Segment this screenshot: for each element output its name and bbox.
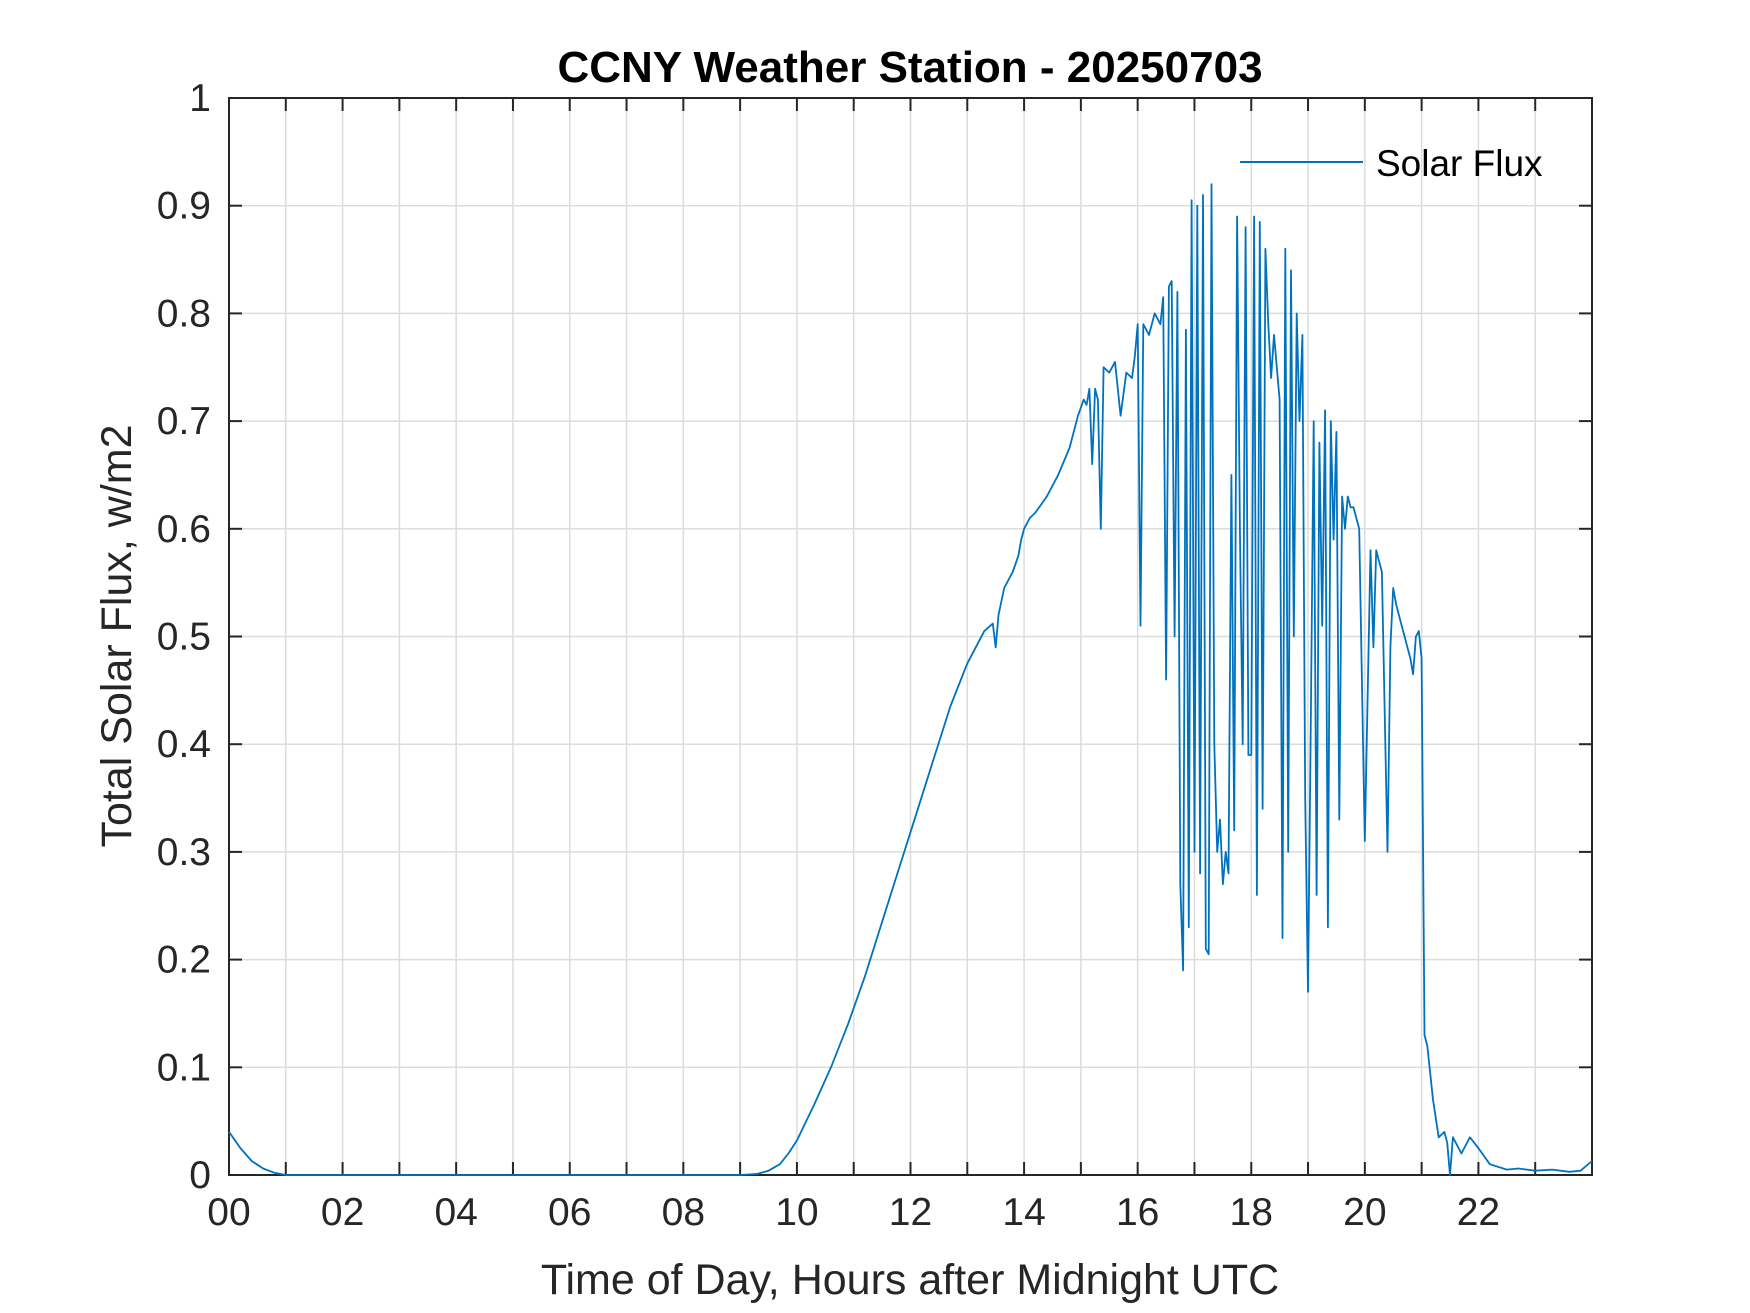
x-tick-label: 12 <box>889 1191 932 1234</box>
y-tick-label: 1 <box>189 77 211 120</box>
y-tick-label: 0.7 <box>157 400 211 443</box>
axis-ticks <box>229 97 1592 1176</box>
y-tick-label: 0.6 <box>157 508 211 551</box>
y-tick-label: 0.9 <box>157 185 211 228</box>
grid-overlay <box>229 98 1592 1175</box>
y-tick-label: 0.5 <box>157 616 211 659</box>
y-tick-label: 0.3 <box>157 831 211 874</box>
y-tick-label: 0.2 <box>157 939 211 982</box>
x-tick-label: 16 <box>1116 1191 1159 1234</box>
legend-label: Solar Flux <box>1376 143 1543 184</box>
x-tick-label: 22 <box>1457 1191 1500 1234</box>
tick-labels: 00 02 04 06 08 10 12 14 16 18 20 22 0 0.1 0.2 0.3 0.4 0.5… <box>157 77 1500 1234</box>
y-tick-label: 0 <box>189 1154 211 1197</box>
y-tick-label: 0.8 <box>157 292 211 335</box>
series-line-solar-flux <box>228 183 1593 1176</box>
x-tick-label: 14 <box>1002 1191 1045 1234</box>
x-tick-label: 04 <box>434 1191 477 1234</box>
x-tick-label: 10 <box>775 1191 818 1234</box>
x-tick-label: 18 <box>1230 1191 1273 1234</box>
y-tick-label: 0.1 <box>157 1046 211 1089</box>
series-layer <box>228 183 1593 1176</box>
x-tick-label: 20 <box>1343 1191 1386 1234</box>
y-axis-label: Total Solar Flux, w/m2 <box>93 425 141 848</box>
y-tick-label: 0.4 <box>157 723 211 766</box>
x-tick-label: 00 <box>207 1191 250 1234</box>
x-axis-label: Time of Day, Hours after Midnight UTC <box>541 1256 1279 1304</box>
x-tick-label: 06 <box>548 1191 591 1234</box>
x-tick-label: 02 <box>321 1191 364 1234</box>
x-tick-label: 08 <box>662 1191 705 1234</box>
legend: Solar Flux <box>1240 143 1543 184</box>
chart-title: CCNY Weather Station - 20250703 <box>557 43 1262 92</box>
